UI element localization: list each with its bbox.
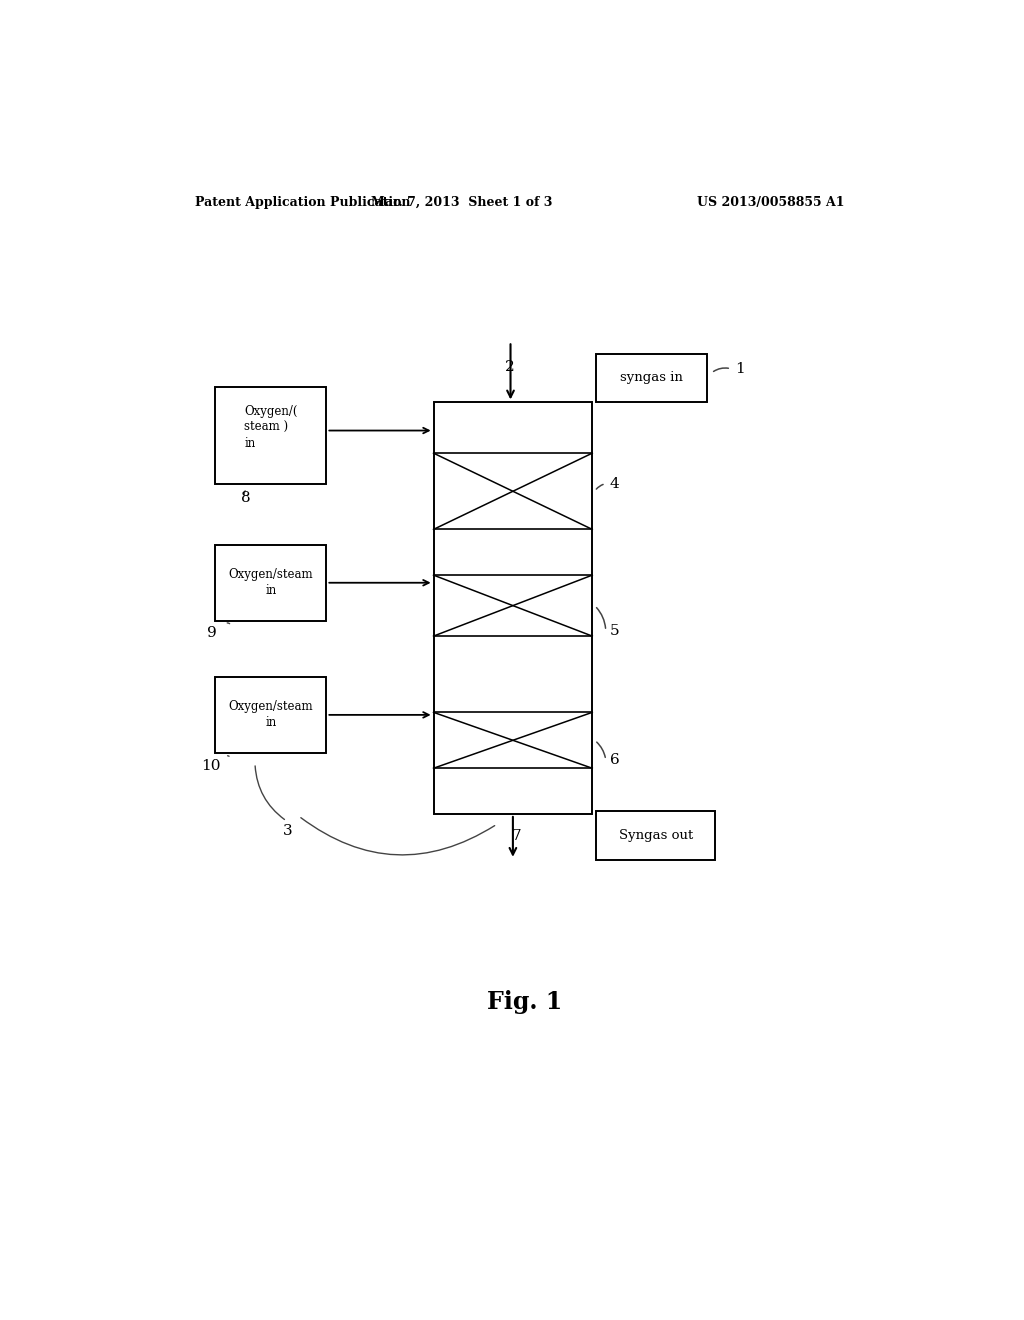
Text: Mar. 7, 2013  Sheet 1 of 3: Mar. 7, 2013 Sheet 1 of 3 [371, 195, 552, 209]
Text: 5: 5 [609, 624, 620, 638]
FancyArrowPatch shape [244, 491, 245, 495]
Text: Syngas out: Syngas out [618, 829, 693, 842]
Bar [596, 810, 715, 859]
Text: US 2013/0058855 A1: US 2013/0058855 A1 [697, 195, 845, 209]
Bar [433, 403, 592, 814]
FancyArrowPatch shape [596, 484, 603, 490]
Text: Oxygen/steam
in: Oxygen/steam in [228, 568, 313, 597]
Text: 8: 8 [241, 491, 250, 504]
Bar [215, 677, 327, 752]
Text: 4: 4 [609, 477, 620, 491]
Text: syngas in: syngas in [621, 371, 683, 384]
FancyArrowPatch shape [255, 766, 285, 820]
FancyArrowPatch shape [301, 817, 495, 855]
Text: Oxygen/(
steam )
in: Oxygen/( steam ) in [244, 405, 298, 450]
Text: Fig. 1: Fig. 1 [487, 990, 562, 1014]
Text: Oxygen/steam
in: Oxygen/steam in [228, 701, 313, 730]
Text: 6: 6 [609, 754, 620, 767]
FancyArrowPatch shape [714, 368, 728, 371]
FancyArrowPatch shape [597, 607, 605, 628]
Text: 10: 10 [201, 759, 220, 774]
Bar [215, 387, 327, 483]
Text: 9: 9 [207, 626, 217, 640]
Text: 7: 7 [511, 829, 521, 843]
FancyArrowPatch shape [597, 742, 605, 758]
Text: 2: 2 [505, 360, 515, 374]
Text: Patent Application Publication: Patent Application Publication [196, 195, 411, 209]
Text: 3: 3 [283, 824, 293, 838]
Bar [215, 545, 327, 620]
Text: 1: 1 [735, 362, 744, 376]
Bar [596, 354, 708, 403]
